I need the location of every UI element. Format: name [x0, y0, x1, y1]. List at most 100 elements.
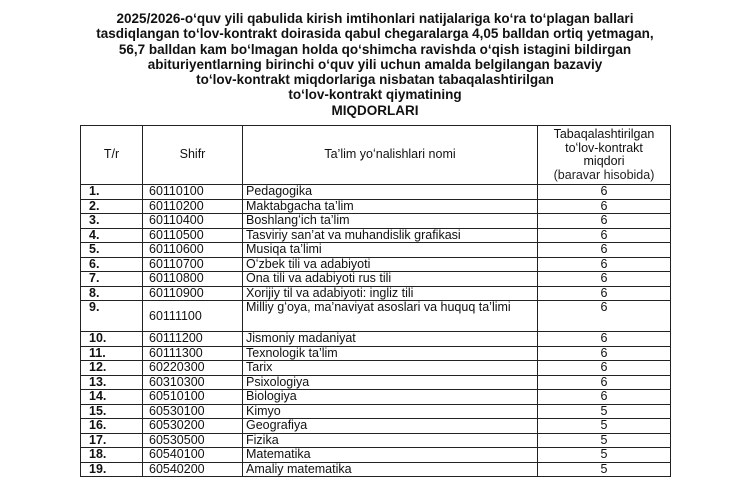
- row-value: 6: [537, 300, 671, 332]
- row-code: 60111200: [142, 331, 243, 347]
- row-value: 5: [537, 432, 671, 448]
- document-title: 2025/2026-oʻquv yili qabulida kirish imt…: [0, 11, 750, 118]
- row-name: Oʻzbek tili va adabiyoti: [242, 256, 538, 272]
- row-code: 60111300: [142, 345, 243, 361]
- header-value: Tabaqalashtirilgan toʻlov-kontrakt miqdo…: [537, 125, 671, 185]
- row-code: 60220300: [142, 360, 243, 376]
- row-name: Psixologiya: [242, 374, 538, 390]
- row-number: 13.: [80, 374, 143, 390]
- row-code: 60530500: [142, 432, 243, 448]
- table-row: 12. 60220300 Tarix 6: [80, 360, 671, 376]
- table-row: 14. 60510100 Biologiya 6: [80, 389, 671, 405]
- row-number: 14.: [80, 389, 143, 405]
- row-number: 4.: [80, 227, 143, 243]
- row-number: 18.: [80, 447, 143, 463]
- row-value: 6: [537, 184, 671, 200]
- row-value: 5: [537, 447, 671, 463]
- table-row: 3. 60110400 Boshlangʻich ta’lim 6: [80, 213, 671, 229]
- row-name: Biologiya: [242, 389, 538, 405]
- row-code: 60110600: [142, 242, 243, 258]
- row-name: Maktabgacha ta’lim: [242, 198, 538, 214]
- row-value: 5: [537, 461, 671, 477]
- row-value: 6: [537, 285, 671, 301]
- row-name: Xorijiy til va adabiyoti: ingliz tili: [242, 285, 538, 301]
- row-code: 60530200: [142, 418, 243, 434]
- row-number: 10.: [80, 331, 143, 347]
- row-name: Ona tili va adabiyoti rus tili: [242, 271, 538, 287]
- row-value: 6: [537, 331, 671, 347]
- table-row: 17. 60530500 Fizika 5: [80, 432, 671, 448]
- table-body: 1. 60110100 Pedagogika 6 2. 60110200 Maktabgac…: [80, 184, 671, 477]
- row-number: 9.: [80, 300, 143, 332]
- table-row: 8. 60110900 Xorijiy til va adabiyoti: ingl…: [80, 285, 671, 301]
- row-name: Tarix: [242, 360, 538, 376]
- row-value: 5: [537, 418, 671, 434]
- row-name: Boshlangʻich ta’lim: [242, 213, 538, 229]
- row-number: 15.: [80, 403, 143, 419]
- row-number: 7.: [80, 271, 143, 287]
- header-value-note: (baravar hisobida): [553, 167, 655, 182]
- header-code: Shifr: [142, 125, 243, 185]
- row-name: Kimyo: [242, 403, 538, 419]
- title-line: toʻlov-kontrakt qiymatining: [288, 87, 462, 103]
- row-number: 17.: [80, 432, 143, 448]
- row-value: 6: [537, 256, 671, 272]
- row-number: 2.: [80, 198, 143, 214]
- row-code: 60530100: [142, 403, 243, 419]
- row-value: 6: [537, 227, 671, 243]
- row-code: 60540200: [142, 461, 243, 477]
- row-code: 60510100: [142, 389, 243, 405]
- fee-table: T/r Shifr Ta’lim yoʻnalishlari nomi Taba…: [80, 125, 671, 477]
- row-value: 6: [537, 389, 671, 405]
- table-row: 10. 60111200 Jismoniy madaniyat 6: [80, 331, 671, 347]
- row-value: 6: [537, 242, 671, 258]
- row-number: 12.: [80, 360, 143, 376]
- table-row: 11. 60111300 Texnologik ta’lim 6: [80, 345, 671, 361]
- table-row: 5. 60110600 Musiqa ta’limi 6: [80, 242, 671, 258]
- title-line: MIQDORLARI: [331, 102, 419, 118]
- row-code: 60110900: [142, 285, 243, 301]
- row-number: 8.: [80, 285, 143, 301]
- row-name: Pedagogika: [242, 184, 538, 200]
- title-line: 2025/2026-oʻquv yili qabulida kirish imt…: [116, 11, 634, 26]
- row-value: 6: [537, 198, 671, 214]
- row-code: 60540100: [142, 447, 243, 463]
- row-number: 3.: [80, 213, 143, 229]
- table-row: 1. 60110100 Pedagogika 6: [80, 184, 671, 200]
- row-number: 5.: [80, 242, 143, 258]
- row-number: 11.: [80, 345, 143, 361]
- row-value: 6: [537, 213, 671, 229]
- table-row: 18. 60540100 Matematika 5: [80, 447, 671, 463]
- header-num: T/r: [80, 125, 143, 185]
- row-number: 16.: [80, 418, 143, 434]
- row-number: 6.: [80, 256, 143, 272]
- table-row: 2. 60110200 Maktabgacha ta’lim 6: [80, 198, 671, 214]
- row-code: 60110200: [142, 198, 243, 214]
- row-number: 19.: [80, 461, 143, 477]
- table-header-row: T/r Shifr Ta’lim yoʻnalishlari nomi Taba…: [80, 125, 671, 185]
- row-name: Musiqa ta’limi: [242, 242, 538, 258]
- row-code: 60111100: [142, 300, 243, 332]
- header-name: Ta’lim yoʻnalishlari nomi: [242, 125, 538, 185]
- table-row: 9. 60111100 Milliy gʻoya, ma’naviyat asosl…: [80, 300, 671, 332]
- row-name: Texnologik ta’lim: [242, 345, 538, 361]
- row-name: Milliy gʻoya, ma’naviyat asoslari va huq…: [242, 300, 538, 332]
- row-code: 60310300: [142, 374, 243, 390]
- title-line: toʻlov-kontrakt miqdorlariga nisbatan ta…: [196, 72, 554, 88]
- table-row: 4. 60110500 Tasviriy san’at va muhandislik…: [80, 227, 671, 243]
- table-row: 6. 60110700 Oʻzbek tili va adabiyoti 6: [80, 256, 671, 272]
- row-name: Jismoniy madaniyat: [242, 331, 538, 347]
- title-line: abituriyentlarning birinchi oʻquv yili u…: [147, 56, 603, 72]
- row-value: 5: [537, 403, 671, 419]
- title-line: 56,7 balldan kam boʻlmagan holda qoʻshim…: [118, 41, 632, 57]
- table-row: 7. 60110800 Ona tili va adabiyoti rus tili…: [80, 271, 671, 287]
- table-row: 16. 60530200 Geografiya 5: [80, 418, 671, 434]
- header-value-line: miqdori: [583, 154, 625, 168]
- row-value: 6: [537, 360, 671, 376]
- header-value-line: toʻlov-kontrakt: [565, 140, 643, 155]
- row-code: 60110100: [142, 184, 243, 200]
- row-name: Matematika: [242, 447, 538, 463]
- row-code: 60110800: [142, 271, 243, 287]
- row-name: Fizika: [242, 432, 538, 448]
- table-row: 19. 60540200 Amaliy matematika 5: [80, 461, 671, 477]
